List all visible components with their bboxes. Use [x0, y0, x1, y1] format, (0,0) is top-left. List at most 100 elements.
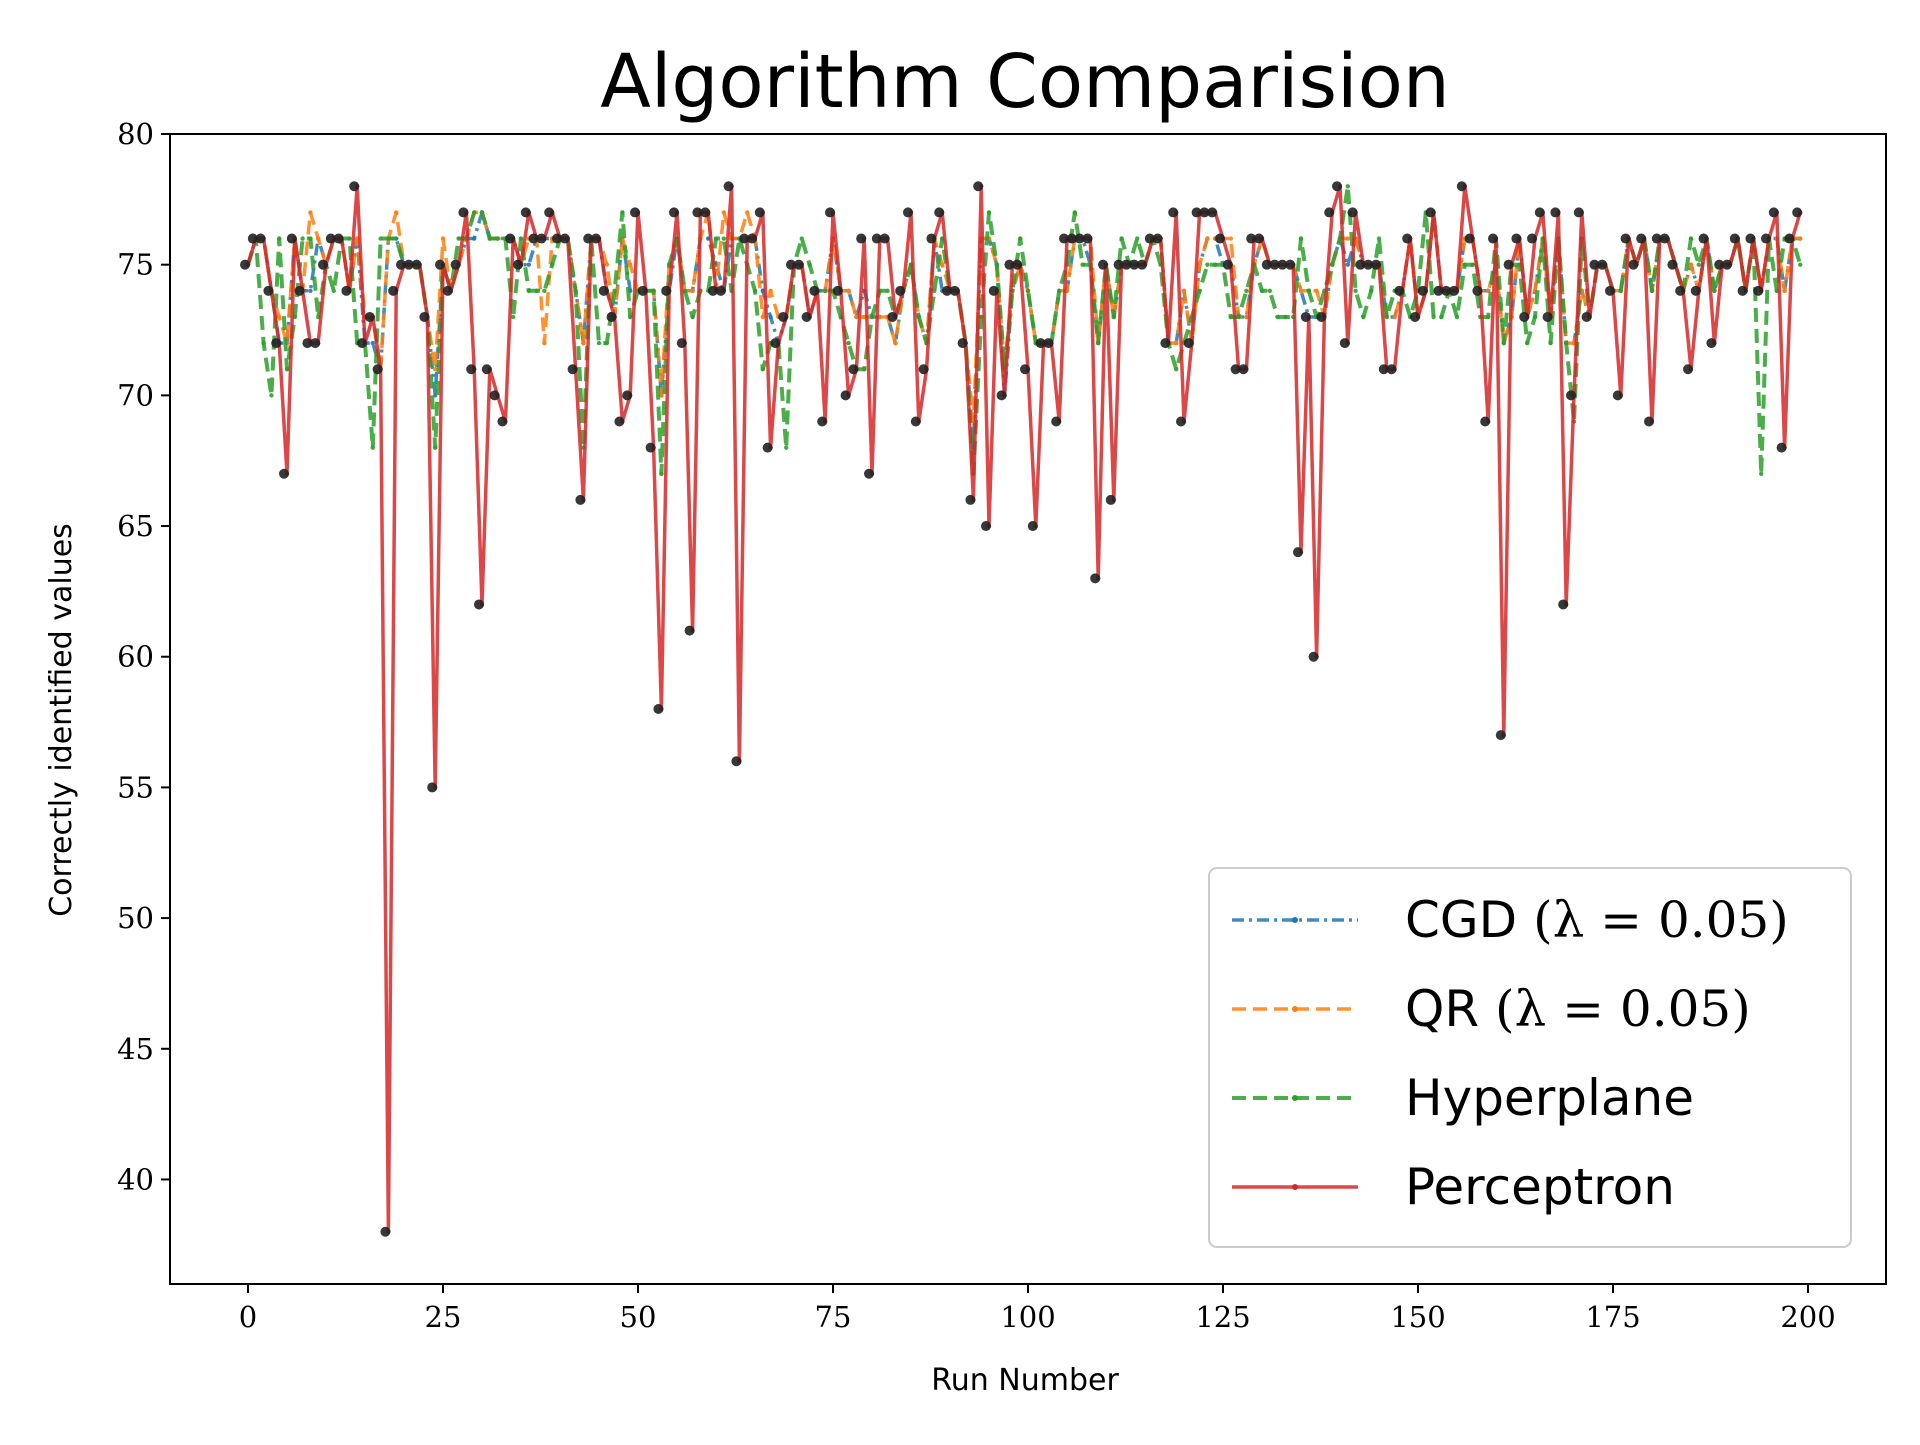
data-point-hyperplane — [1018, 236, 1023, 241]
data-point-hyperplane — [1649, 288, 1655, 294]
data-dot — [1480, 416, 1491, 427]
data-point-hyperplane — [752, 288, 758, 294]
data-point-hyperplane — [394, 236, 399, 241]
data-dot — [1402, 233, 1413, 244]
data-dot — [903, 207, 913, 218]
data-dot — [1651, 233, 1662, 244]
data-dot — [1495, 730, 1506, 741]
data-point-hyperplane — [1259, 288, 1265, 294]
data-dot — [715, 285, 726, 296]
data-point-hyperplane — [596, 340, 602, 346]
data-dot — [1636, 233, 1647, 244]
data-point-hyperplane — [721, 236, 726, 241]
data-dot — [1254, 233, 1264, 244]
data-dot — [598, 285, 609, 296]
data-dot — [887, 311, 898, 322]
data-dot — [1566, 390, 1576, 401]
data-point-hyperplane — [1306, 288, 1312, 294]
data-point-hyperplane — [518, 236, 524, 241]
data-dot — [1410, 311, 1420, 322]
data-point-qr — [1205, 236, 1210, 241]
data-dot — [1277, 259, 1288, 270]
data-dot — [1363, 259, 1374, 270]
data-dot — [310, 338, 321, 349]
data-point-cgd — [526, 262, 531, 267]
data-dot — [1488, 233, 1498, 244]
data-dot — [1137, 259, 1147, 270]
data-dot — [1261, 259, 1272, 270]
data-dot — [1698, 233, 1709, 244]
legend-label-cgd: CGD (λ = 0.05) — [1405, 891, 1789, 949]
data-dot — [926, 233, 937, 244]
data-dot — [754, 207, 765, 218]
data-dot — [934, 207, 945, 218]
data-dot — [1207, 207, 1218, 218]
data-point-qr — [628, 262, 633, 267]
data-point-hyperplane — [1205, 262, 1210, 267]
data-point-hyperplane — [261, 340, 266, 346]
data-point-hyperplane — [1564, 340, 1569, 346]
data-point-hyperplane — [526, 288, 531, 294]
data-dot — [1027, 521, 1038, 532]
data-dot — [552, 233, 562, 244]
data-dot — [520, 207, 531, 218]
data-dot — [544, 207, 555, 218]
data-dot — [1456, 181, 1467, 192]
data-point-qr — [721, 210, 726, 215]
data-point-hyperplane — [932, 288, 937, 294]
data-dot — [817, 416, 828, 427]
data-point-qr — [1244, 314, 1249, 320]
data-dot — [653, 704, 664, 714]
data-point-hyperplane — [1439, 314, 1444, 320]
data-point-qr — [394, 210, 399, 215]
data-dot — [1503, 259, 1514, 270]
data-point-qr — [690, 288, 695, 294]
data-point-hyperplane — [1532, 314, 1538, 320]
data-dot — [965, 494, 976, 505]
data-dot — [1222, 259, 1233, 270]
data-dot — [786, 259, 796, 270]
data-dot — [591, 233, 601, 244]
data-dot — [1558, 599, 1569, 610]
data-dot — [1542, 311, 1553, 322]
data-dot — [349, 181, 360, 192]
data-point-hyperplane — [1688, 236, 1694, 241]
data-dot — [910, 416, 921, 427]
data-dot — [848, 364, 859, 375]
data-point-hyperplane — [628, 314, 633, 320]
data-point-hyperplane — [331, 288, 336, 294]
data-dot — [669, 207, 679, 218]
data-dot — [1082, 233, 1093, 244]
data-dot — [1589, 259, 1600, 270]
data-point-hyperplane — [1431, 314, 1436, 320]
data-point-qr — [745, 210, 750, 215]
data-dot — [1074, 233, 1085, 244]
data-dot — [286, 233, 297, 244]
data-dot — [279, 468, 289, 479]
data-dot — [341, 285, 352, 296]
data-dot — [809, 285, 820, 296]
data-dot — [1784, 233, 1795, 244]
data-dot — [895, 285, 906, 296]
data-dot — [1417, 285, 1428, 296]
data-dot — [333, 233, 344, 244]
data-dot — [957, 338, 968, 349]
data-dot — [801, 311, 812, 322]
data-point-qr — [1392, 314, 1397, 320]
data-dot — [575, 494, 586, 505]
data-dot — [1768, 207, 1779, 218]
data-dot — [583, 233, 594, 244]
data-dot — [762, 442, 773, 453]
data-dot — [1324, 207, 1335, 218]
data-point-hyperplane — [1072, 210, 1078, 215]
data-point-hyperplane — [1798, 262, 1803, 267]
data-dot — [1183, 338, 1194, 349]
data-point-hyperplane — [1353, 288, 1358, 294]
data-dot — [731, 756, 742, 767]
data-point-hyperplane — [799, 236, 804, 241]
data-point-qr — [316, 236, 321, 241]
data-dot — [723, 181, 734, 192]
data-dot — [442, 285, 453, 296]
data-dot — [1433, 285, 1444, 296]
data-point-qr — [1298, 288, 1304, 294]
